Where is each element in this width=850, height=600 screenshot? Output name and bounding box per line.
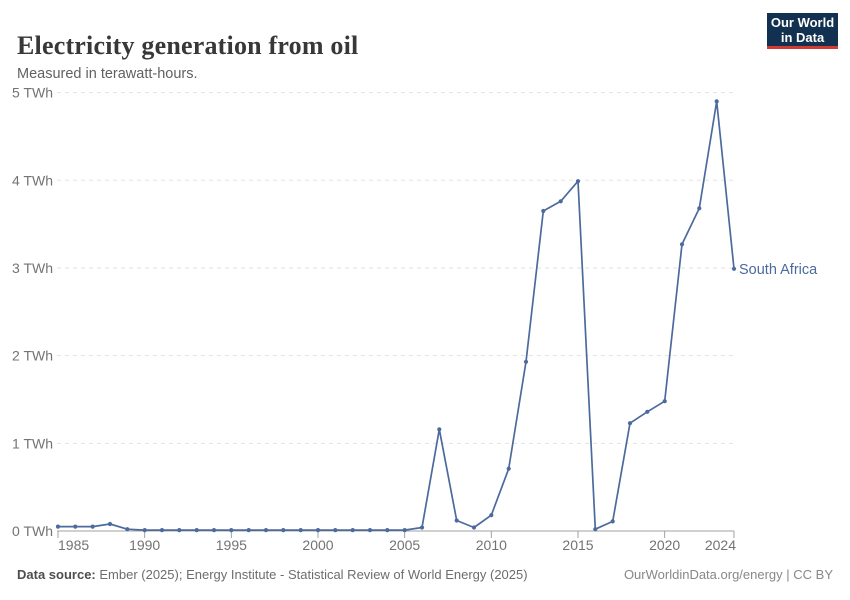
owid-logo-line2: in Data	[780, 29, 825, 45]
data-point[interactable]	[714, 99, 719, 104]
x-tick-label: 1995	[216, 537, 247, 553]
data-point[interactable]	[419, 525, 425, 530]
data-point[interactable]	[211, 528, 217, 533]
data-point[interactable]	[107, 521, 113, 527]
data-point[interactable]	[142, 528, 147, 533]
x-tick-label: 2010	[476, 537, 507, 553]
data-point[interactable]	[558, 199, 563, 204]
data-point[interactable]	[194, 528, 199, 533]
y-tick-label: 4 TWh	[12, 172, 53, 188]
data-point[interactable]	[489, 513, 494, 518]
page-subtitle: Measured in terawatt-hours.	[17, 65, 198, 82]
data-point[interactable]	[679, 242, 685, 247]
license-credit[interactable]: OurWorldinData.org/energy | CC BY	[623, 567, 833, 582]
data-point[interactable]	[298, 528, 303, 533]
data-point[interactable]	[333, 528, 338, 533]
y-tick-label: 2 TWh	[12, 348, 53, 364]
data-point[interactable]	[350, 528, 355, 533]
y-tick-label: 3 TWh	[12, 260, 53, 276]
data-point[interactable]	[159, 528, 165, 533]
data-source-label: Data source:	[17, 567, 96, 582]
data-point[interactable]	[523, 359, 529, 364]
y-tick-label: 1 TWh	[12, 435, 53, 451]
data-point[interactable]	[177, 528, 182, 533]
data-point[interactable]	[610, 519, 615, 524]
data-point[interactable]	[471, 525, 477, 530]
data-point[interactable]	[281, 528, 286, 533]
data-line[interactable]	[57, 100, 735, 531]
x-tick-label: 1990	[129, 537, 160, 553]
data-source-text: Ember (2025); Energy Institute - Statist…	[95, 567, 528, 582]
data-point[interactable]	[593, 527, 598, 532]
y-tick-label: 0 TWh	[12, 523, 53, 539]
owid-logo-line1: Our World	[770, 14, 835, 30]
x-tick-label: 2015	[562, 537, 593, 553]
chart-footer: Data source: Ember (2025); Energy Instit…	[17, 567, 833, 582]
data-point[interactable]	[627, 421, 633, 426]
x-tick-label: 2000	[302, 537, 333, 553]
data-point[interactable]	[55, 524, 61, 529]
x-tick-label: 2024	[705, 537, 736, 553]
data-point[interactable]	[73, 524, 78, 529]
data-point[interactable]	[541, 208, 546, 214]
data-point[interactable]	[125, 527, 130, 532]
data-point[interactable]	[402, 528, 407, 533]
x-tick-label: 1985	[58, 537, 89, 553]
data-point[interactable]	[437, 427, 442, 432]
data-point[interactable]	[662, 399, 667, 404]
page-title: Electricity generation from oil	[17, 31, 359, 61]
data-point[interactable]	[367, 528, 373, 533]
data-point[interactable]	[731, 266, 737, 271]
series-label[interactable]: South Africa	[739, 262, 818, 278]
data-point[interactable]	[575, 179, 581, 184]
data-point[interactable]	[385, 528, 390, 533]
x-tick-label: 2020	[649, 537, 680, 553]
data-point[interactable]	[90, 524, 95, 529]
data-point[interactable]	[697, 206, 702, 211]
data-point[interactable]	[454, 518, 459, 523]
data-point[interactable]	[315, 528, 321, 533]
y-tick-label: 5 TWh	[12, 85, 53, 101]
data-point[interactable]	[246, 528, 251, 533]
x-tick-label: 2005	[389, 537, 420, 553]
owid-logo[interactable]: Our World in Data	[767, 13, 838, 49]
data-source: Data source: Ember (2025); Energy Instit…	[17, 567, 528, 582]
data-point[interactable]	[263, 528, 269, 533]
data-point[interactable]	[506, 466, 511, 471]
data-point[interactable]	[645, 409, 650, 414]
data-point[interactable]	[229, 528, 234, 533]
